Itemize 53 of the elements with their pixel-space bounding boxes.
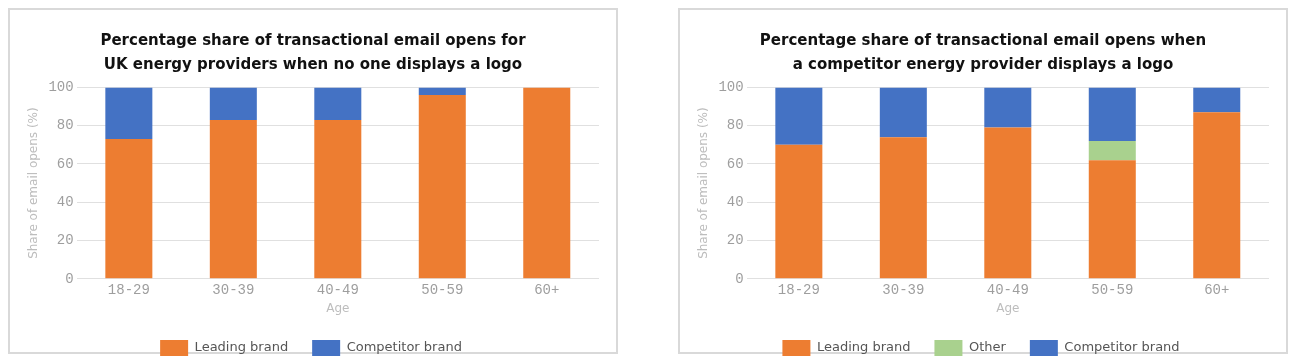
bar [775, 144, 823, 279]
y-tick-label: 0 [735, 270, 744, 287]
y-tick-label: 100 [718, 79, 744, 96]
chart-title: Percentage share of transactional email opens when a competitor energy provider displays a logo [758, 30, 1208, 75]
legend-label: Leading brand [816, 339, 911, 355]
legend-label: Competitor brand [1064, 339, 1180, 355]
x-tick-label: 40-49 [316, 281, 359, 298]
x-axis-title: Age [326, 300, 350, 315]
y-tick-label: 60 [56, 155, 74, 172]
bar [209, 87, 257, 120]
bar [879, 137, 927, 279]
bar [1193, 112, 1241, 279]
y-tick-label: 100 [48, 79, 74, 96]
y-tick-label: 60 [726, 155, 744, 172]
y-tick-label: 0 [65, 270, 74, 287]
legend-label: Other [968, 339, 1007, 355]
bar [209, 119, 257, 279]
x-tick-label: 30-39 [882, 281, 925, 298]
y-axis-title: Share of email opens (%) [696, 107, 711, 259]
bar [1193, 87, 1241, 113]
bar [879, 87, 927, 138]
x-tick-label: 40-49 [986, 281, 1029, 298]
legend-label: Leading brand [194, 339, 289, 355]
bar [314, 87, 362, 120]
x-tick-label: 18-29 [107, 281, 150, 298]
bar [418, 87, 466, 96]
bar [775, 87, 823, 145]
y-axis-title: Share of email opens (%) [26, 107, 41, 259]
bar [1088, 160, 1136, 279]
x-tick-label: 60+ [1204, 281, 1230, 298]
y-tick-label: 80 [56, 117, 74, 134]
bar [418, 95, 466, 279]
y-tick-label: 20 [726, 232, 744, 249]
x-tick-label: 50-59 [421, 281, 464, 298]
y-tick-label: 80 [726, 117, 744, 134]
legend-label: Competitor brand [346, 339, 462, 355]
y-tick-label: 20 [56, 232, 74, 249]
bar [314, 119, 362, 279]
chart-title: Percentage share of transactional email opens for UK energy providers when no one displays a logo [99, 30, 527, 75]
x-tick-label: 18-29 [777, 281, 820, 298]
bar [105, 87, 153, 140]
bar [984, 127, 1032, 279]
bar [1088, 140, 1136, 161]
y-tick-label: 40 [56, 193, 74, 210]
x-axis-title: Age [996, 300, 1020, 315]
x-tick-label: 60+ [534, 281, 560, 298]
bar [523, 87, 571, 279]
bar [984, 87, 1032, 128]
x-tick-label: 50-59 [1091, 281, 1134, 298]
x-tick-label: 30-39 [212, 281, 255, 298]
bar [1088, 87, 1136, 141]
y-tick-label: 40 [726, 193, 744, 210]
bar [105, 139, 153, 279]
